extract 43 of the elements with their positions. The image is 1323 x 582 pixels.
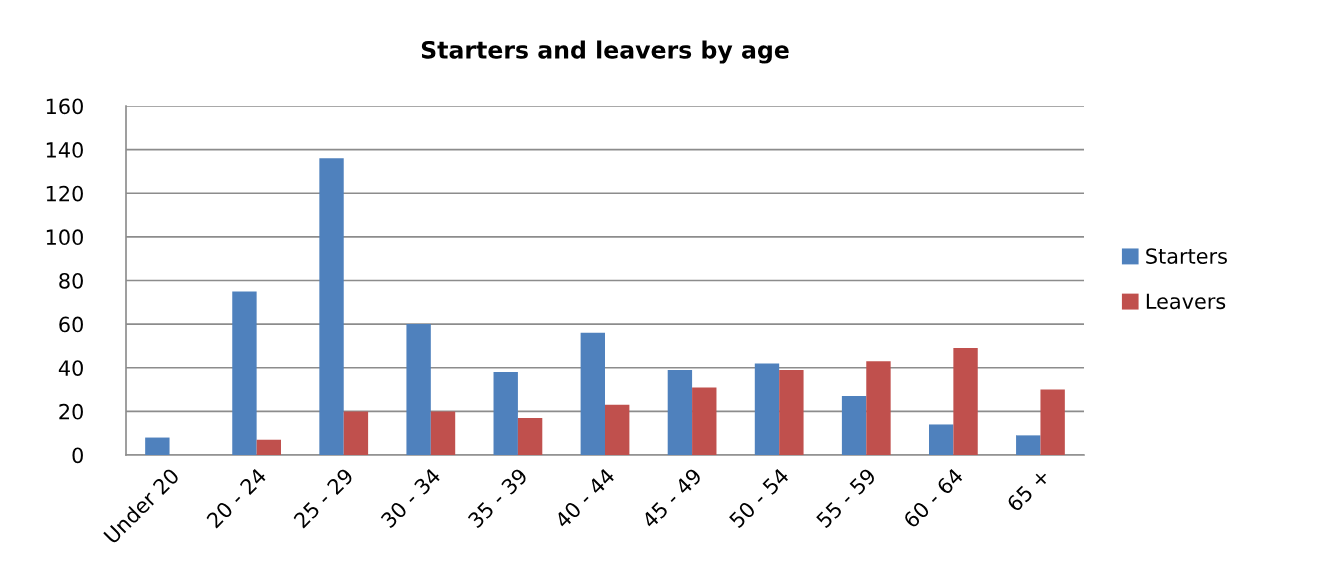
x-tick-label: 20 - 24 (205, 467, 268, 529)
bar (430, 411, 456, 455)
legend-label: Leavers (1146, 293, 1226, 310)
y-tick-label: 20 (59, 403, 83, 420)
y-tick-label: 0 (72, 447, 83, 464)
bar (493, 372, 518, 455)
x-tick-label: 40 - 44 (553, 467, 616, 529)
bar (841, 396, 867, 455)
x-tick-label: 55 - 59 (815, 467, 877, 529)
bar (406, 324, 431, 455)
bar (256, 439, 282, 455)
x-tick-label: 65 + (1005, 467, 1051, 513)
bar (953, 348, 978, 455)
y-tick-label: 160 (46, 98, 83, 115)
bar (1016, 435, 1041, 455)
bar (754, 363, 780, 455)
bar (343, 411, 369, 455)
y-tick-label: 140 (46, 142, 83, 158)
x-tick-label: 50 - 54 (728, 467, 790, 529)
bar (1040, 389, 1065, 455)
legend-label: Starters (1146, 248, 1227, 264)
bar (605, 404, 630, 455)
x-tick-label: 45 - 49 (640, 467, 703, 529)
bar (779, 369, 804, 455)
x-tick-label: 60 - 64 (902, 467, 964, 529)
bar (145, 437, 170, 455)
x-tick-label: 30 - 34 (380, 467, 442, 529)
bar (692, 387, 717, 455)
bar (667, 369, 693, 455)
bar (232, 291, 257, 455)
x-tick-label: 25 - 29 (292, 467, 355, 529)
bar (580, 332, 605, 455)
y-tick-label: 60 (59, 316, 83, 333)
x-tick-label: 35 - 39 (467, 467, 529, 529)
y-tick-label: 40 (58, 360, 83, 376)
bar (517, 417, 543, 455)
bar (319, 158, 344, 455)
y-tick-label: 80 (59, 272, 83, 289)
chart-title: Starters and leavers by age (421, 40, 789, 64)
y-tick-label: 100 (46, 229, 83, 246)
bar (928, 424, 954, 455)
bar (866, 361, 891, 455)
y-tick-label: 120 (46, 185, 83, 202)
